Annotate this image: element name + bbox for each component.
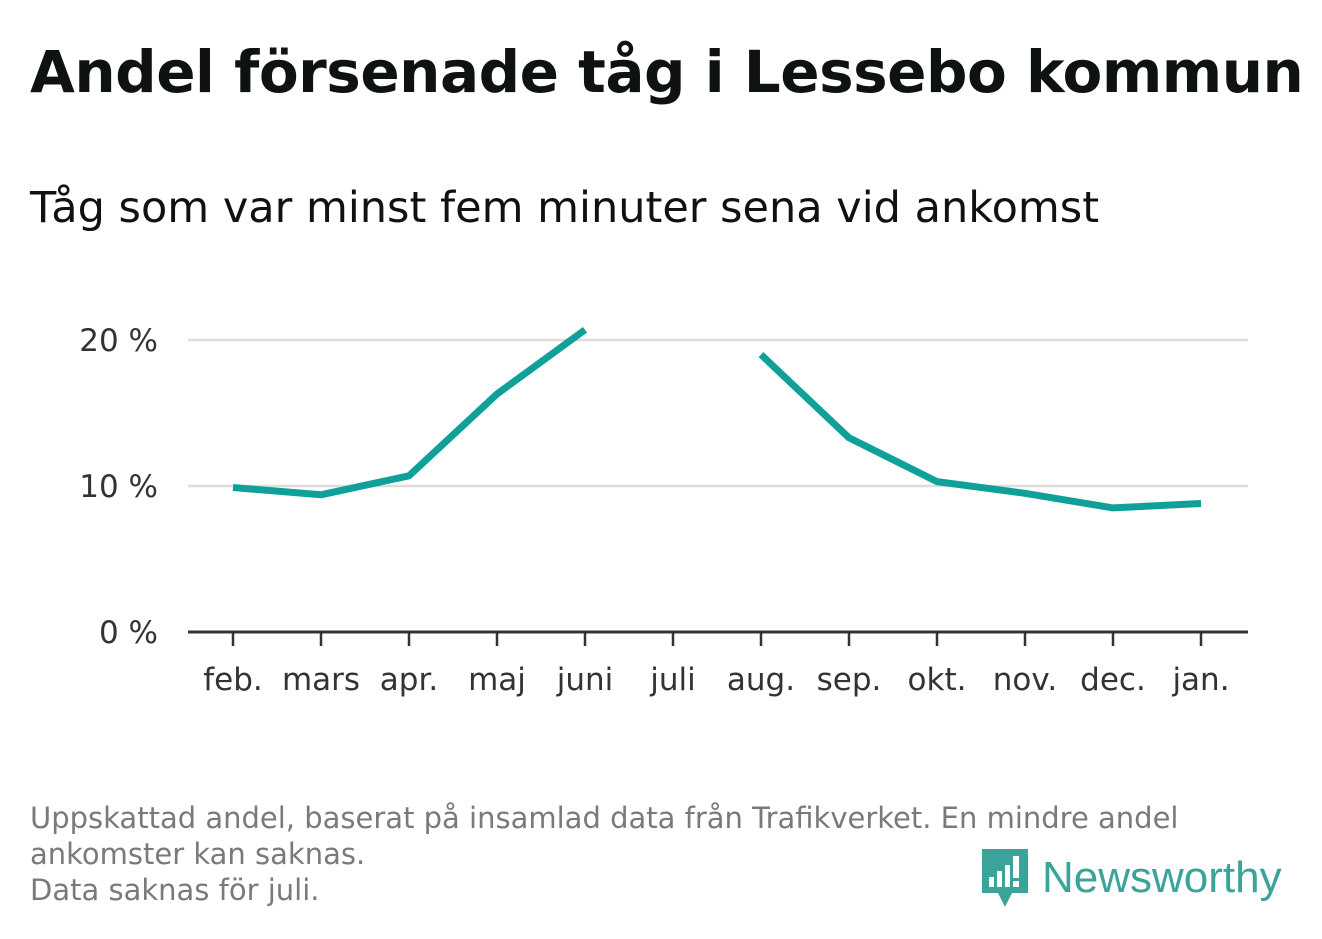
chart-title: Andel försenade tåg i Lessebo kommun [30,38,1304,106]
x-tick-label: dec. [1080,662,1146,698]
newsworthy-bar-chart-icon [982,849,1028,907]
newsworthy-logo: Newsworthy [980,846,1282,910]
chart-subtitle: Tåg som var minst fem minuter sena vid a… [30,183,1100,233]
y-axis-ticks: 0 % 10 % 20 % [79,323,158,651]
x-tick-label: feb. [203,662,263,698]
footer-note: Uppskattad andel, baserat på insamlad da… [30,800,1290,908]
footer-line-3: Data saknas för juli. [30,873,320,907]
y-tick-label: 10 % [79,469,158,505]
footer-line-1: Uppskattad andel, baserat på insamlad da… [30,801,1179,835]
x-tick-label: juli [649,662,696,698]
series-line-segment [232,326,588,499]
x-tick-label: nov. [993,662,1057,698]
x-tick-label: juni [556,662,614,698]
x-tick-label: jan. [1171,662,1229,698]
line-chart: 0 % 10 % 20 % feb. mars apr. maj juni juli aug. s… [79,323,1248,698]
footer-line-2: ankomster kan saknas. [30,837,366,871]
x-axis-ticks: feb. mars apr. maj juni juli aug. sep. okt. nov. d… [203,632,1230,698]
x-tick-label: sep. [817,662,882,698]
newsworthy-logo-text: Newsworthy [1042,853,1282,902]
x-tick-label: maj [468,662,526,698]
x-tick-label: apr. [380,662,438,698]
series-line-segment [758,352,1202,512]
series-lines [232,326,1202,512]
grid-lines [188,338,1248,488]
x-tick-label: mars [282,662,360,698]
y-tick-label: 0 % [99,615,158,651]
y-tick-label: 20 % [79,323,158,359]
x-tick-label: okt. [908,662,967,698]
x-tick-label: aug. [727,662,795,698]
